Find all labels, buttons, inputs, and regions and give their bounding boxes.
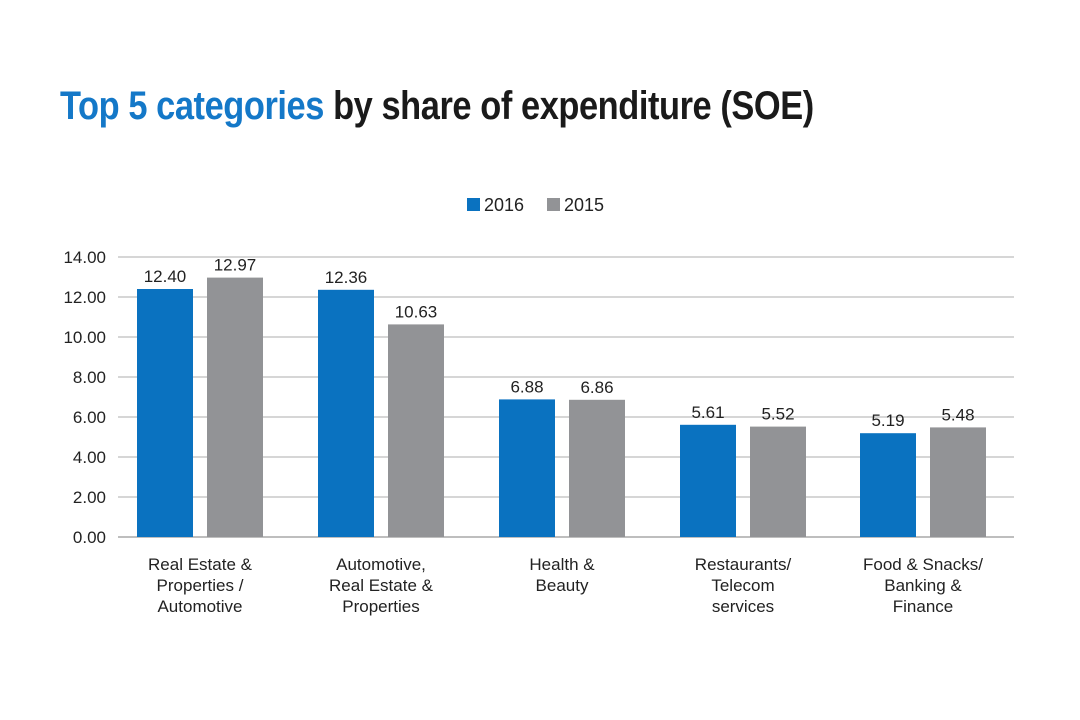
y-tick-label: 6.00 [73, 408, 106, 427]
chart-title-rest: by share of expenditure (SOE) [323, 84, 814, 128]
category-label: Properties [342, 597, 419, 616]
category-label: services [712, 597, 774, 616]
bar-2015 [569, 399, 625, 537]
data-label: 12.36 [325, 268, 368, 287]
y-tick-label: 12.00 [63, 288, 106, 307]
category-label: Restaurants/ [695, 555, 792, 574]
bar-2016 [137, 289, 193, 537]
y-tick-label: 14.00 [63, 248, 106, 267]
bar-2015 [930, 427, 986, 537]
category-label: Real Estate & [329, 576, 434, 595]
category-label: Properties / [157, 576, 244, 595]
bar-2016 [318, 289, 374, 537]
data-label: 6.88 [510, 377, 543, 396]
bar-2016 [680, 424, 736, 537]
y-tick-label: 10.00 [63, 328, 106, 347]
data-label: 12.97 [214, 256, 257, 275]
category-label: Beauty [536, 576, 589, 595]
chart-title-highlight: Top 5 categories [60, 84, 324, 128]
category-label: Finance [893, 597, 953, 616]
bar-2015 [207, 277, 263, 537]
category-label: Health & [529, 555, 595, 574]
y-tick-label: 4.00 [73, 448, 106, 467]
y-tick-label: 8.00 [73, 368, 106, 387]
data-label: 5.19 [871, 411, 904, 430]
legend-swatch [467, 198, 480, 211]
data-label: 12.40 [144, 267, 187, 286]
y-tick-label: 0.00 [73, 528, 106, 547]
category-label: Telecom [711, 576, 774, 595]
category-label: Food & Snacks/ [863, 555, 983, 574]
category-label: Real Estate & [148, 555, 253, 574]
legend-label: 2015 [564, 195, 604, 215]
bar-2015 [388, 324, 444, 537]
legend-label: 2016 [484, 195, 524, 215]
data-label: 5.48 [941, 405, 974, 424]
legend-swatch [547, 198, 560, 211]
data-label: 5.61 [691, 403, 724, 422]
bar-2016 [499, 399, 555, 537]
y-tick-label: 2.00 [73, 488, 106, 507]
bar-2015 [750, 426, 806, 537]
category-label: Automotive [157, 597, 242, 616]
category-label: Automotive, [336, 555, 426, 574]
chart-title: Top 5 categories by share of expenditure… [60, 84, 814, 129]
bar-2016 [860, 433, 916, 537]
data-label: 10.63 [395, 302, 438, 321]
category-label: Banking & [884, 576, 962, 595]
data-label: 5.52 [761, 405, 794, 424]
data-label: 6.86 [580, 378, 613, 397]
